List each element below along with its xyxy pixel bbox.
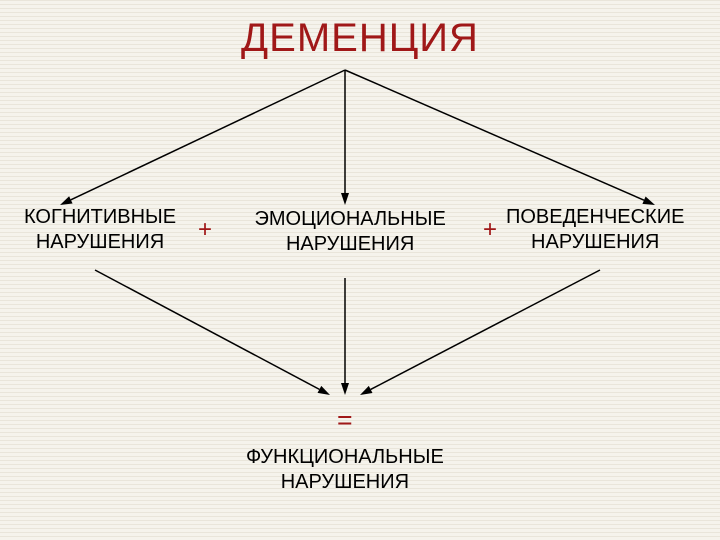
node-emotional-line2: НАРУШЕНИЯ [286,233,414,255]
operator-equals: = [337,405,353,436]
node-cognitive-line2: НАРУШЕНИЯ [36,231,164,253]
operator-plus-2: + [483,216,497,244]
node-cognitive-line1: КОГНИТИВНЫЕ [24,206,176,228]
node-functional-line2: НАРУШЕНИЯ [281,471,409,493]
node-emotional: ЭМОЦИОНАЛЬНЫЕ НАРУШЕНИЯ [255,207,446,257]
operator-plus-1: + [198,216,212,244]
node-functional-line1: ФУНКЦИОНАЛЬНЫЕ [246,446,444,468]
node-behavioral-line2: НАРУШЕНИЯ [531,231,659,253]
node-cognitive: КОГНИТИВНЫЕ НАРУШЕНИЯ [24,205,176,255]
diagram-title: ДЕМЕНЦИЯ [0,16,720,61]
node-behavioral: ПОВЕДЕНЧЕСКИЕ НАРУШЕНИЯ [506,205,684,255]
node-behavioral-line1: ПОВЕДЕНЧЕСКИЕ [506,206,684,228]
node-emotional-line1: ЭМОЦИОНАЛЬНЫЕ [255,208,446,230]
node-functional: ФУНКЦИОНАЛЬНЫЕ НАРУШЕНИЯ [246,445,444,495]
